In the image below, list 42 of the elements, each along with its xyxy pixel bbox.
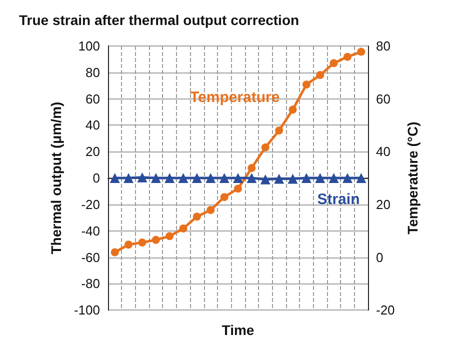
point [220, 193, 228, 202]
y2-tick-label: 20 [376, 196, 390, 212]
point [192, 212, 201, 221]
y-tick-label: 60 [86, 91, 100, 106]
point [261, 143, 270, 152]
point [275, 126, 284, 135]
point [288, 106, 297, 114]
y-tick-label: -60 [81, 250, 100, 265]
y-tick-label: 100 [78, 38, 100, 54]
y2-tick-label: 0 [376, 250, 384, 265]
y-tick-label: 20 [86, 144, 100, 160]
y-tick-label: 0 [92, 170, 100, 186]
point [152, 236, 160, 244]
series-label: Temperature [190, 89, 280, 106]
point [316, 71, 324, 80]
y2-axis-title: Temperature (°C) [404, 122, 421, 234]
y-tick-label: 40 [86, 118, 100, 133]
y2-tick-label: 60 [376, 91, 390, 106]
y2-tick-label: 40 [376, 144, 390, 160]
point [248, 164, 256, 172]
point [166, 232, 174, 240]
point [343, 52, 352, 61]
point [110, 248, 119, 256]
point [206, 206, 215, 214]
y-tick-label: 80 [86, 64, 100, 80]
y-tick-label: -20 [81, 196, 100, 212]
point [124, 240, 133, 249]
x-axis-title: Time [222, 322, 254, 338]
point [330, 59, 338, 68]
y2-tick-label: -20 [376, 302, 395, 318]
series-label: Strain [317, 191, 360, 208]
point [234, 184, 242, 193]
y-tick-label: -100 [74, 302, 100, 318]
y-tick-label: -80 [81, 276, 100, 292]
point [357, 48, 366, 56]
y-axis-title: Thermal output (μm/m) [48, 102, 64, 254]
point [138, 238, 146, 246]
chart-title: True strain after thermal output correction [19, 12, 300, 28]
point [179, 224, 188, 232]
y2-tick-label: 80 [376, 38, 390, 54]
point [302, 80, 310, 89]
y-tick-label: -40 [81, 223, 100, 238]
